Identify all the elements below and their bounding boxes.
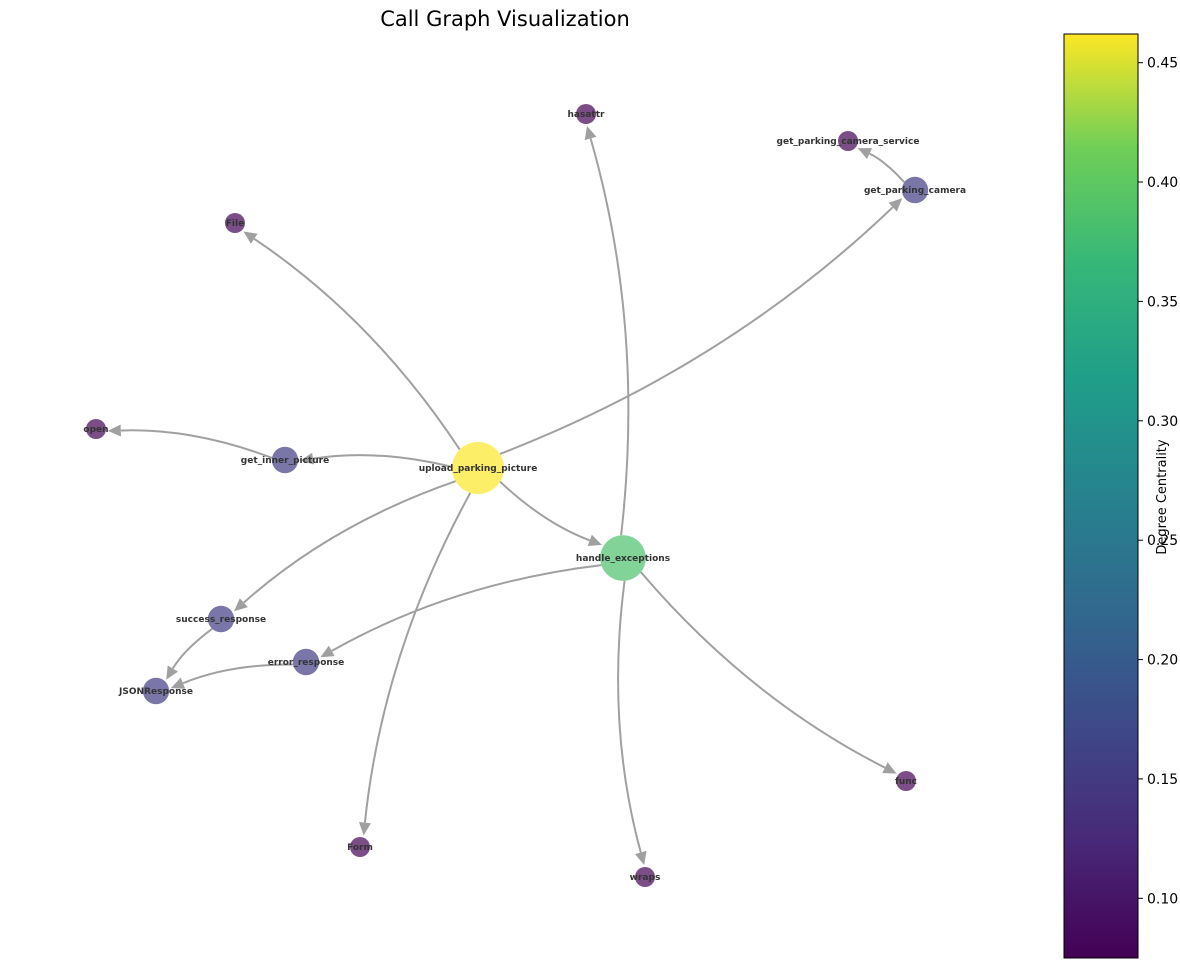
arrowhead-icon	[107, 424, 121, 437]
edge-line	[243, 480, 456, 604]
node-get_inner_picture[interactable]	[271, 446, 299, 474]
node-success_response[interactable]	[207, 605, 235, 633]
arrowhead-icon	[584, 126, 597, 141]
colorbar-ticks: 0.10 0.15 0.20 0.25 0.30 0.35 0.40 0.45	[1138, 56, 1178, 907]
edge-line	[589, 138, 630, 536]
colorbar-tick-label: 0.30	[1147, 414, 1178, 430]
edge-upload_parking_picture-to-Form	[359, 492, 472, 836]
node-open[interactable]	[86, 419, 106, 439]
edge-handle_exceptions-to-wraps	[617, 580, 647, 865]
edge-line	[363, 492, 472, 823]
arrowhead-icon	[300, 452, 314, 465]
arrowhead-icon	[320, 645, 335, 658]
node-get_parking_camera_service[interactable]	[838, 131, 858, 151]
edge-line	[331, 564, 602, 652]
edge-line	[499, 480, 591, 542]
edge-line	[182, 663, 294, 685]
colorbar-tick-label: 0.40	[1147, 175, 1178, 191]
colorbar: 0.10 0.15 0.20 0.25 0.30 0.35 0.40 0.45 Degree …	[1063, 33, 1178, 959]
edge-line	[640, 571, 886, 769]
edge-upload_parking_picture-to-success_response	[234, 480, 456, 612]
edge-handle_exceptions-to-error_response	[320, 564, 602, 658]
node-label-wraps: wraps	[630, 873, 661, 883]
node-label-File: File	[226, 219, 244, 229]
node-label-error_response: error_response	[268, 658, 345, 668]
edge-error_response-to-JSONResponse	[170, 663, 294, 689]
node-upload_parking_picture[interactable]	[452, 442, 504, 494]
arrowhead-icon	[882, 762, 897, 774]
colorbar-gradient	[1063, 33, 1139, 959]
node-get_parking_camera[interactable]	[901, 176, 929, 204]
arrowhead-icon	[234, 598, 248, 612]
arrowhead-icon	[243, 231, 258, 244]
node-handle_exceptions[interactable]	[600, 535, 646, 581]
labels-layer: upload_parking_picture handle_exceptions g…	[83, 110, 966, 883]
edge-upload_parking_picture-to-handle_exceptions	[499, 480, 602, 546]
edge-line	[171, 627, 213, 670]
colorbar-tick-label: 0.10	[1147, 891, 1178, 907]
node-label-get_parking_camera_service: get_parking_camera_service	[777, 137, 920, 147]
node-wraps[interactable]	[635, 867, 655, 887]
edge-upload_parking_picture-to-File	[243, 231, 461, 451]
arrowhead-icon	[635, 850, 647, 865]
edge-line	[617, 580, 642, 853]
node-label-JSONResponse: JSONResponse	[118, 687, 193, 697]
edge-line	[869, 152, 906, 183]
edge-handle_exceptions-to-hasattr	[584, 126, 630, 536]
edge-upload_parking_picture-to-get_parking_camera	[499, 198, 903, 455]
arrowhead-icon	[170, 677, 186, 689]
chart-title: Call Graph Visualization	[380, 7, 630, 31]
edges-layer	[107, 126, 906, 865]
edge-get_parking_camera-to-get_parking_camera_service	[857, 148, 906, 183]
colorbar-tick-label: 0.20	[1147, 653, 1178, 669]
arrowhead-icon	[857, 148, 872, 159]
node-label-Form: Form	[347, 843, 373, 853]
node-label-success_response: success_response	[176, 615, 266, 625]
node-label-upload_parking_picture: upload_parking_picture	[419, 464, 538, 474]
edge-success_response-to-JSONResponse	[166, 627, 213, 680]
edge-handle_exceptions-to-func	[640, 571, 897, 774]
arrowhead-icon	[888, 198, 903, 212]
colorbar-tick-label: 0.35	[1147, 294, 1178, 310]
node-label-func: func	[895, 777, 917, 787]
edge-line	[253, 237, 461, 451]
edge-upload_parking_picture-to-get_inner_picture	[300, 452, 453, 468]
colorbar-label: Degree Centrality	[1155, 439, 1170, 554]
node-label-handle_exceptions: handle_exceptions	[576, 554, 670, 564]
arrowhead-icon	[587, 534, 602, 546]
edge-line	[120, 429, 273, 459]
node-label-get_inner_picture: get_inner_picture	[241, 456, 329, 466]
node-Form[interactable]	[350, 837, 370, 857]
node-hasattr[interactable]	[576, 104, 596, 124]
node-JSONResponse[interactable]	[142, 677, 170, 705]
node-label-open: open	[83, 425, 108, 435]
colorbar-tick-label: 0.45	[1147, 56, 1178, 72]
edge-get_inner_picture-to-open	[107, 424, 273, 459]
node-File[interactable]	[225, 213, 245, 233]
colorbar-tick-label: 0.15	[1147, 772, 1178, 788]
node-error_response[interactable]	[292, 648, 320, 676]
edge-line	[312, 454, 453, 468]
arrowhead-icon	[166, 665, 178, 680]
node-func[interactable]	[896, 771, 916, 791]
arrowhead-icon	[359, 822, 371, 836]
colorbar-tick-label: 0.25	[1147, 533, 1178, 549]
nodes-layer	[86, 104, 929, 887]
node-label-get_parking_camera: get_parking_camera	[864, 186, 966, 196]
node-label-hasattr: hasattr	[568, 110, 606, 120]
edge-line	[499, 206, 894, 455]
